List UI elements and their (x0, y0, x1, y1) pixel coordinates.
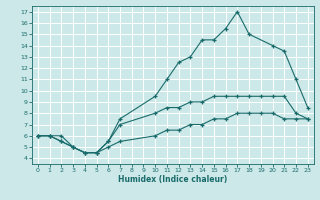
X-axis label: Humidex (Indice chaleur): Humidex (Indice chaleur) (118, 175, 228, 184)
